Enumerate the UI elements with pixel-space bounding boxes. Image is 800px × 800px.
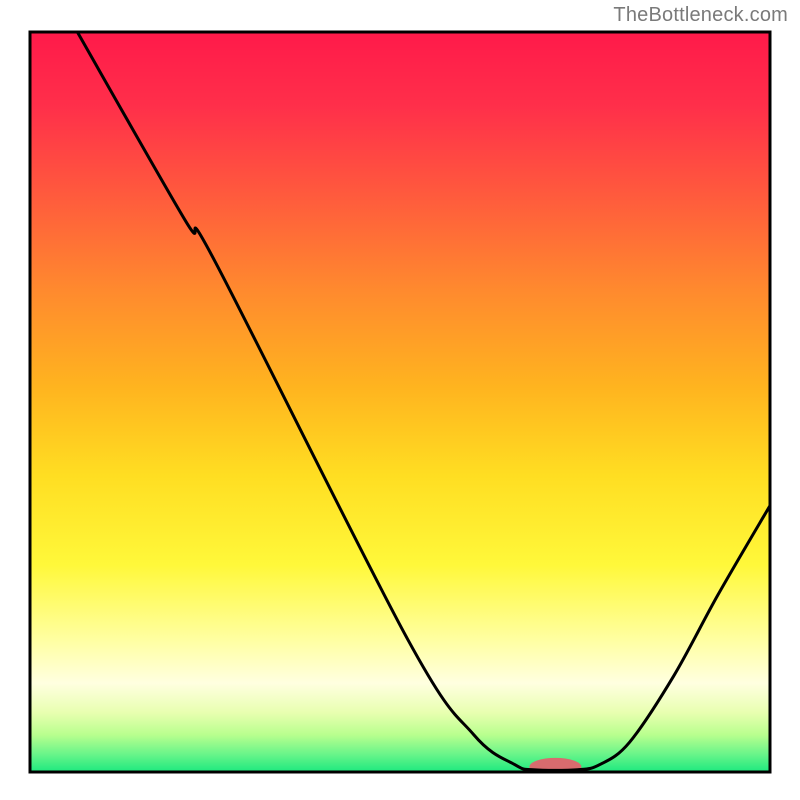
chart-container: TheBottleneck.com: [0, 0, 800, 800]
watermark-text: TheBottleneck.com: [613, 4, 788, 27]
bottleneck-chart: [0, 0, 800, 800]
